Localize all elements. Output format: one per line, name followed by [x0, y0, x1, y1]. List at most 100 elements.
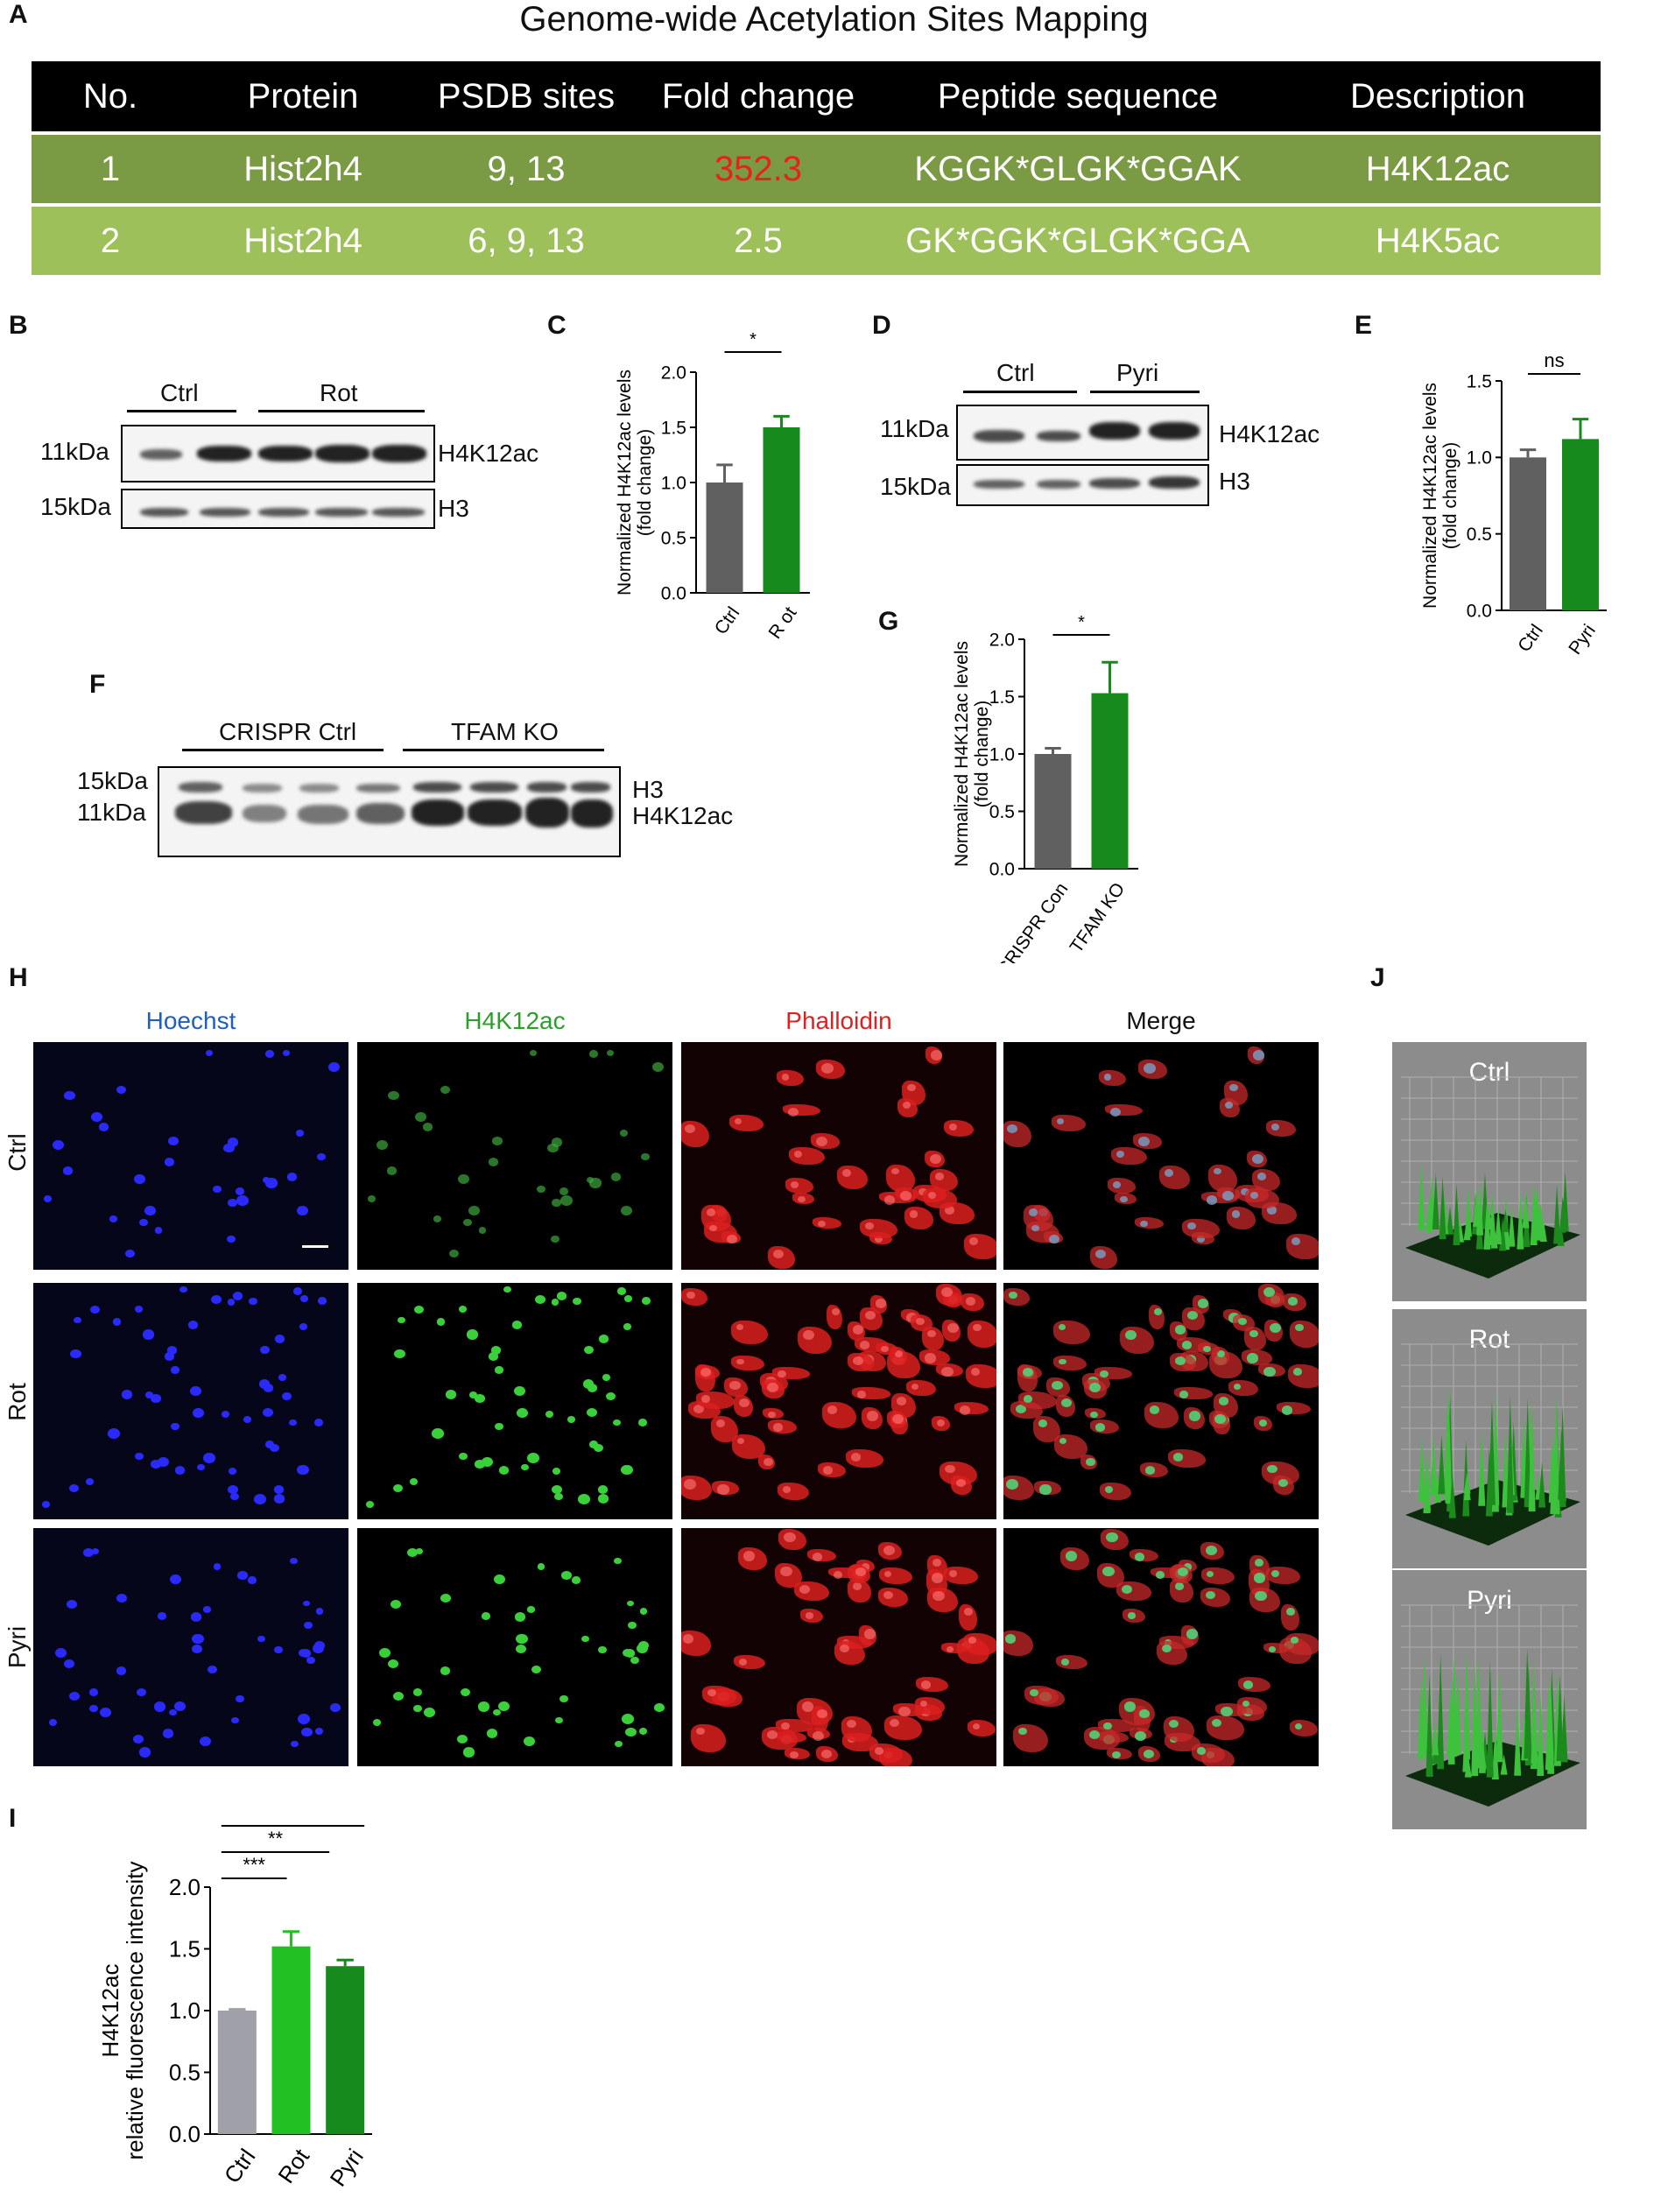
- blot-b-h3: [121, 489, 435, 529]
- micrograph-rot-h4k12ac: [357, 1283, 672, 1519]
- surface-plot-graphic: [1401, 1604, 1580, 1807]
- cell-protein: Hist2h4: [243, 149, 362, 188]
- blot-d-group-pyri: Pyri: [1116, 359, 1159, 386]
- scale-bar: [302, 1245, 328, 1248]
- surface-peak: [1559, 1196, 1566, 1233]
- cell-psdb-sites: 6, 9, 13: [468, 221, 585, 260]
- y-tick-label: 1.0: [169, 1997, 201, 2024]
- blot-b-band-label: H4K12ac: [438, 440, 539, 467]
- blot-b-marker: 15kDa: [40, 493, 111, 520]
- surface-peak: [1425, 1711, 1433, 1777]
- cell-psdb-sites: 9, 13: [487, 149, 566, 188]
- surface-peak: [1425, 1194, 1433, 1233]
- chart-i: 0.0 0.5 1.0 1.5 2.0 Ctrl Rot Pyri H4K12acrelativ…: [97, 1821, 372, 2191]
- y-axis-label: (fold change): [972, 701, 992, 808]
- acetylation-table: No. Protein PSDB sites Fold change Pepti…: [32, 61, 1601, 275]
- x-tick-label: TFAM KO: [1066, 879, 1130, 957]
- x-tick-label: CRISPR Con: [994, 879, 1073, 963]
- surface-peak: [1432, 1722, 1439, 1756]
- surface-peak: [1438, 1434, 1446, 1495]
- surface-peak: [1432, 1173, 1439, 1229]
- x-tick-label: Rot: [272, 2144, 314, 2188]
- panel-a-title: Genome-wide Acetylation Sites Mapping: [519, 0, 1149, 39]
- surface-peak: [1508, 1206, 1516, 1247]
- x-tick-label: Ctrl: [1514, 621, 1547, 656]
- blot-f-band-label: H3: [632, 776, 664, 803]
- surface-peak: [1463, 1649, 1471, 1760]
- micrograph-ctrl-merge: [1003, 1042, 1319, 1270]
- header-peptide-sequence: Peptide sequence: [937, 76, 1219, 116]
- y-tick-label: 1.0: [661, 473, 686, 493]
- blot-f-marker: 11kDa: [77, 799, 146, 826]
- bar: [271, 1946, 311, 2134]
- blot-d-marker: 11kDa: [880, 415, 949, 442]
- header-description: Description: [1349, 76, 1526, 116]
- significance-label: ***: [243, 1854, 265, 1876]
- micrograph-pyri-phalloidin: [681, 1528, 996, 1766]
- micrograph-ctrl-hoechst: [33, 1042, 348, 1270]
- surface-peak: [1446, 1701, 1454, 1756]
- bar: [217, 2011, 257, 2134]
- y-tick-label: 1.5: [1467, 371, 1492, 391]
- y-tick-label: 0.5: [661, 528, 686, 548]
- micrograph-rot-hoechst: [33, 1283, 348, 1519]
- surface-peak: [1437, 1653, 1445, 1770]
- y-tick-label: 0.0: [989, 859, 1015, 879]
- surface-peak: [1524, 1398, 1531, 1508]
- micrograph-pyri-hoechst: [33, 1528, 348, 1766]
- micrograph-rot-merge: [1003, 1283, 1319, 1519]
- blot-b-band-label: H3: [438, 495, 469, 522]
- y-tick-label: 1.0: [1467, 448, 1492, 468]
- significance-label: *: [750, 333, 757, 349]
- bar: [1091, 693, 1129, 869]
- cell-fold-change: 2.5: [734, 221, 783, 260]
- blot-b-group-rot: Rot: [320, 379, 358, 406]
- panel-g-letter: G: [878, 607, 899, 636]
- bar: [1562, 439, 1599, 610]
- y-axis-label: (fold change): [635, 429, 655, 537]
- header-protein: Protein: [247, 76, 359, 116]
- col-label-phalloidin: Phalloidin: [785, 1007, 892, 1034]
- y-axis-label: H4K12ac: [97, 1964, 123, 2058]
- micrograph-ctrl-phalloidin: [681, 1042, 996, 1270]
- surface-plot-pyri: Pyri: [1392, 1570, 1587, 1829]
- surface-peak: [1463, 1473, 1471, 1494]
- surface-peak: [1537, 1688, 1545, 1777]
- surface-peak: [1475, 1658, 1483, 1769]
- micrograph-pyri-h4k12ac: [357, 1528, 672, 1766]
- surface-peak: [1524, 1652, 1531, 1759]
- blot-f-h3-h4k12ac: [158, 766, 621, 857]
- y-tick-label: 1.5: [169, 1936, 201, 1962]
- bar: [326, 1966, 365, 2134]
- surface-peak: [1476, 1183, 1484, 1236]
- surface-peak: [1423, 1469, 1431, 1514]
- surface-peak: [1418, 1436, 1426, 1502]
- cell-fold-change: 352.3: [714, 149, 803, 188]
- y-axis-label: Normalized H4K12ac levels: [615, 370, 635, 595]
- surface-plot-graphic: [1401, 1343, 1580, 1546]
- surface-peak: [1486, 1660, 1494, 1778]
- table-header-row: No. Protein PSDB sites Fold change Pepti…: [32, 61, 1601, 131]
- surface-peak: [1433, 1472, 1441, 1503]
- surface-plot-graphic: [1401, 1076, 1580, 1279]
- panel-j-letter: J: [1370, 963, 1385, 992]
- cell-peptide-sequence: GK*GGK*GLGK*GGA: [905, 221, 1250, 260]
- x-tick-label: Pyri: [1565, 621, 1600, 659]
- table-row: 1 Hist2h4 9, 13 352.3 KGGK*GLGK*GGAK H4K…: [32, 135, 1601, 203]
- micrograph-pyri-merge: [1003, 1528, 1319, 1766]
- y-tick-label: 0.5: [169, 2060, 201, 2086]
- surface-peak: [1478, 1430, 1486, 1506]
- surface-peak: [1496, 1670, 1503, 1763]
- cell-no: 1: [100, 149, 121, 188]
- surface-peak: [1446, 1206, 1454, 1235]
- blot-d-h4k12ac: [956, 405, 1209, 461]
- blot-f-group-crispr: CRISPR Ctrl: [219, 718, 357, 745]
- surface-peak: [1448, 1472, 1456, 1518]
- blot-b-group-line: [127, 410, 236, 412]
- surface-peak: [1491, 1726, 1499, 1780]
- y-tick-label: 0.5: [989, 802, 1015, 822]
- x-tick-label: R ot: [764, 603, 800, 643]
- blot-b-group-line: [258, 410, 425, 412]
- y-tick-label: 2.0: [989, 630, 1015, 650]
